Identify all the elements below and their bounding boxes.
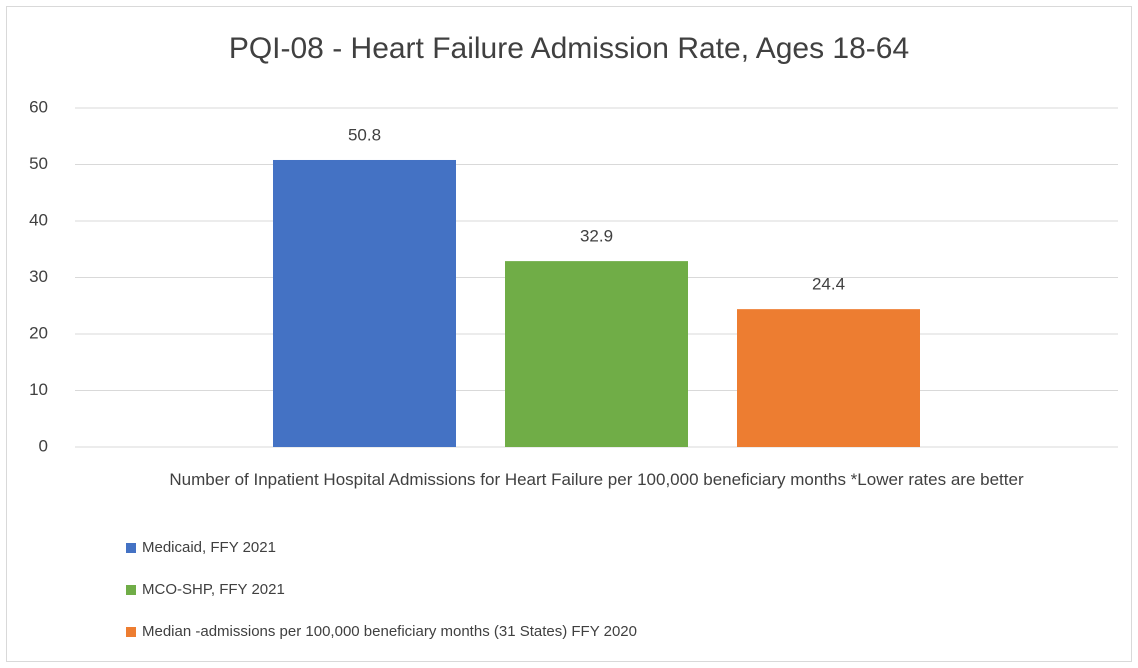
legend-swatch [126,585,136,595]
legend-label: MCO-SHP, FFY 2021 [142,581,285,598]
y-tick-label: 10 [29,380,48,399]
data-label: 32.9 [580,227,613,246]
chart-title: PQI-08 - Heart Failure Admission Rate, A… [229,32,909,65]
legend-swatch [126,627,136,637]
y-tick-label: 40 [29,210,48,229]
x-tick-label: Number of Inpatient Hospital Admissions … [169,470,1024,489]
bar [273,159,456,448]
y-tick-label: 60 [29,97,48,116]
y-tick-label: 20 [29,323,48,342]
data-label: 50.8 [348,125,381,144]
y-tick-label: 30 [29,267,48,286]
bar [505,261,688,447]
legend-label: Median -admissions per 100,000 beneficia… [142,623,637,640]
y-tick-label: 0 [39,436,48,455]
bar [737,309,920,447]
data-label: 24.4 [812,275,845,294]
legend-label: Medicaid, FFY 2021 [142,539,276,556]
legend-swatch [126,543,136,553]
y-tick-label: 50 [29,154,48,173]
